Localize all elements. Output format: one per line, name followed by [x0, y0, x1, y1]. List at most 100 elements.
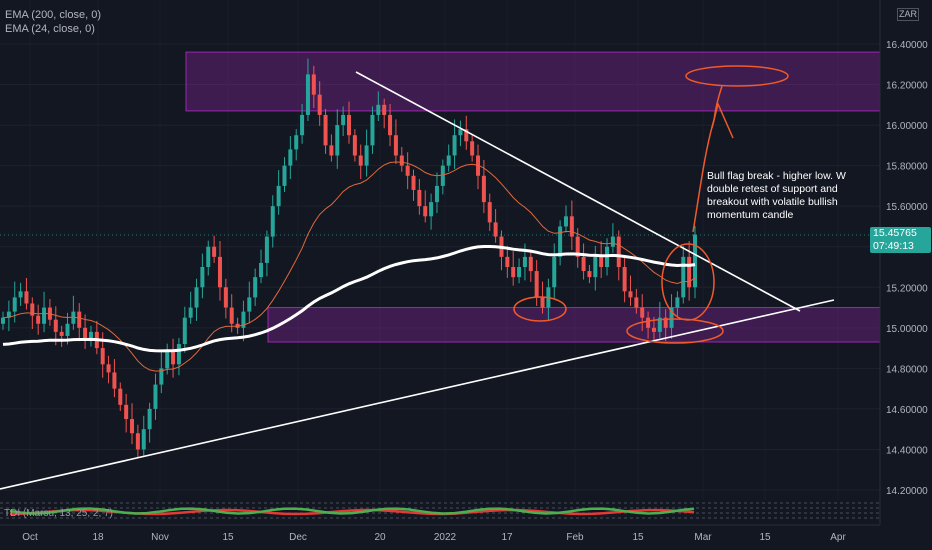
candle-body	[6, 311, 11, 318]
candle-body	[341, 114, 346, 126]
price-tick-label: 14.40000	[886, 445, 928, 456]
candle-body	[223, 287, 228, 308]
candle-body	[12, 297, 17, 312]
candle-body	[681, 256, 686, 298]
descending-trendline	[355, 71, 801, 312]
drawing-circle-target	[685, 65, 789, 87]
candle-body	[622, 267, 627, 292]
time-tick-label: Dec	[289, 532, 307, 543]
candle-body	[212, 246, 217, 257]
candle-body	[376, 104, 381, 115]
price-tick-label: 15.80000	[886, 162, 928, 173]
currency-badge: ZAR	[897, 8, 919, 21]
candle-body	[522, 256, 527, 267]
candle-body	[159, 368, 164, 385]
zone-support	[267, 307, 881, 343]
candle-body	[434, 185, 439, 203]
candle-body	[247, 297, 252, 312]
candle-body	[264, 236, 269, 263]
candle-body	[53, 319, 58, 332]
zone-resistance	[185, 51, 881, 112]
candle-body	[118, 388, 123, 405]
candle-body	[335, 125, 340, 156]
tdi-label[interactable]: TDI (Marsu, 13, 25, 2, 7)	[4, 508, 113, 519]
time-tick-label: 15	[632, 532, 644, 543]
ema-lines	[2, 161, 696, 372]
legend-ema200[interactable]: EMA (200, close, 0)	[5, 9, 101, 21]
candle-body	[217, 256, 222, 288]
candle-body	[446, 155, 451, 166]
time-tick-label: 2022	[434, 532, 457, 543]
candle-body	[317, 94, 322, 115]
candle-body	[563, 216, 568, 227]
candle-body	[106, 364, 111, 373]
candle-body	[71, 311, 76, 324]
candle-countdown: 07:49:13	[873, 240, 914, 252]
candle-body	[83, 327, 88, 338]
candle-body	[1, 317, 5, 324]
candle-body	[452, 135, 457, 156]
hand-drawings	[513, 65, 789, 344]
time-tick-label: Apr	[830, 532, 846, 543]
price-tick-label: 16.40000	[886, 40, 928, 51]
candle-body	[405, 165, 410, 176]
candle-body	[487, 202, 492, 223]
candle-body	[669, 307, 674, 328]
trendlines	[0, 71, 835, 490]
candle-body	[276, 185, 281, 207]
candle-body	[429, 202, 434, 217]
price-tick-label: 14.60000	[886, 405, 928, 416]
candle-body	[153, 384, 158, 409]
candle-body	[528, 256, 533, 272]
price-tick-label: 14.20000	[886, 486, 928, 497]
candle-body	[399, 155, 404, 166]
candle-body	[30, 303, 35, 316]
candle-body	[382, 104, 387, 115]
legend-ema24[interactable]: EMA (24, close, 0)	[5, 23, 95, 35]
candle-body	[599, 256, 604, 267]
tdi-rsi-line	[9, 507, 695, 515]
candle-body	[458, 129, 463, 136]
candle-body	[651, 327, 656, 332]
candle-body	[358, 155, 363, 166]
candle-body	[176, 344, 181, 365]
candle-body	[112, 372, 117, 389]
candle-body	[417, 189, 422, 207]
candle-body	[253, 277, 258, 298]
drawing-circle-low1	[513, 296, 567, 322]
candle-body	[294, 135, 299, 150]
candle-body	[657, 317, 662, 332]
candle-body	[347, 114, 351, 136]
zones	[185, 51, 881, 343]
candle-body	[552, 256, 557, 288]
candle-body	[206, 246, 211, 267]
candle-body	[581, 256, 586, 272]
candle-body	[100, 348, 105, 365]
candle-body	[693, 234, 697, 288]
price-axis: 16.40000 16.20000 16.00000 15.80000 15.60000…	[879, 0, 928, 525]
time-tick-label: Mar	[694, 532, 712, 543]
candle-body	[300, 114, 305, 136]
candle-body	[393, 135, 398, 156]
drawing-arrowhead	[711, 101, 734, 139]
candles	[1, 58, 697, 458]
time-tick-label: 15	[222, 532, 234, 543]
candle-body	[634, 297, 639, 308]
candle-body	[675, 297, 680, 308]
candle-body	[135, 433, 140, 450]
price-tick-label: 15.00000	[886, 324, 928, 335]
candle-body	[610, 236, 615, 247]
candle-body	[171, 352, 176, 365]
candle-body	[288, 149, 293, 166]
time-tick-label: Feb	[566, 532, 584, 543]
indicator-legend: EMA (200, close, 0) EMA (24, close, 0)	[5, 8, 101, 36]
price-tick-label: 15.20000	[886, 283, 928, 294]
tdi-indicator-pane	[0, 502, 880, 519]
candle-body	[88, 331, 93, 338]
ema200-line	[2, 245, 696, 353]
candle-body	[182, 317, 187, 345]
time-tick-label: Nov	[151, 532, 169, 543]
ema24-line	[2, 161, 696, 372]
candle-body	[124, 404, 129, 420]
